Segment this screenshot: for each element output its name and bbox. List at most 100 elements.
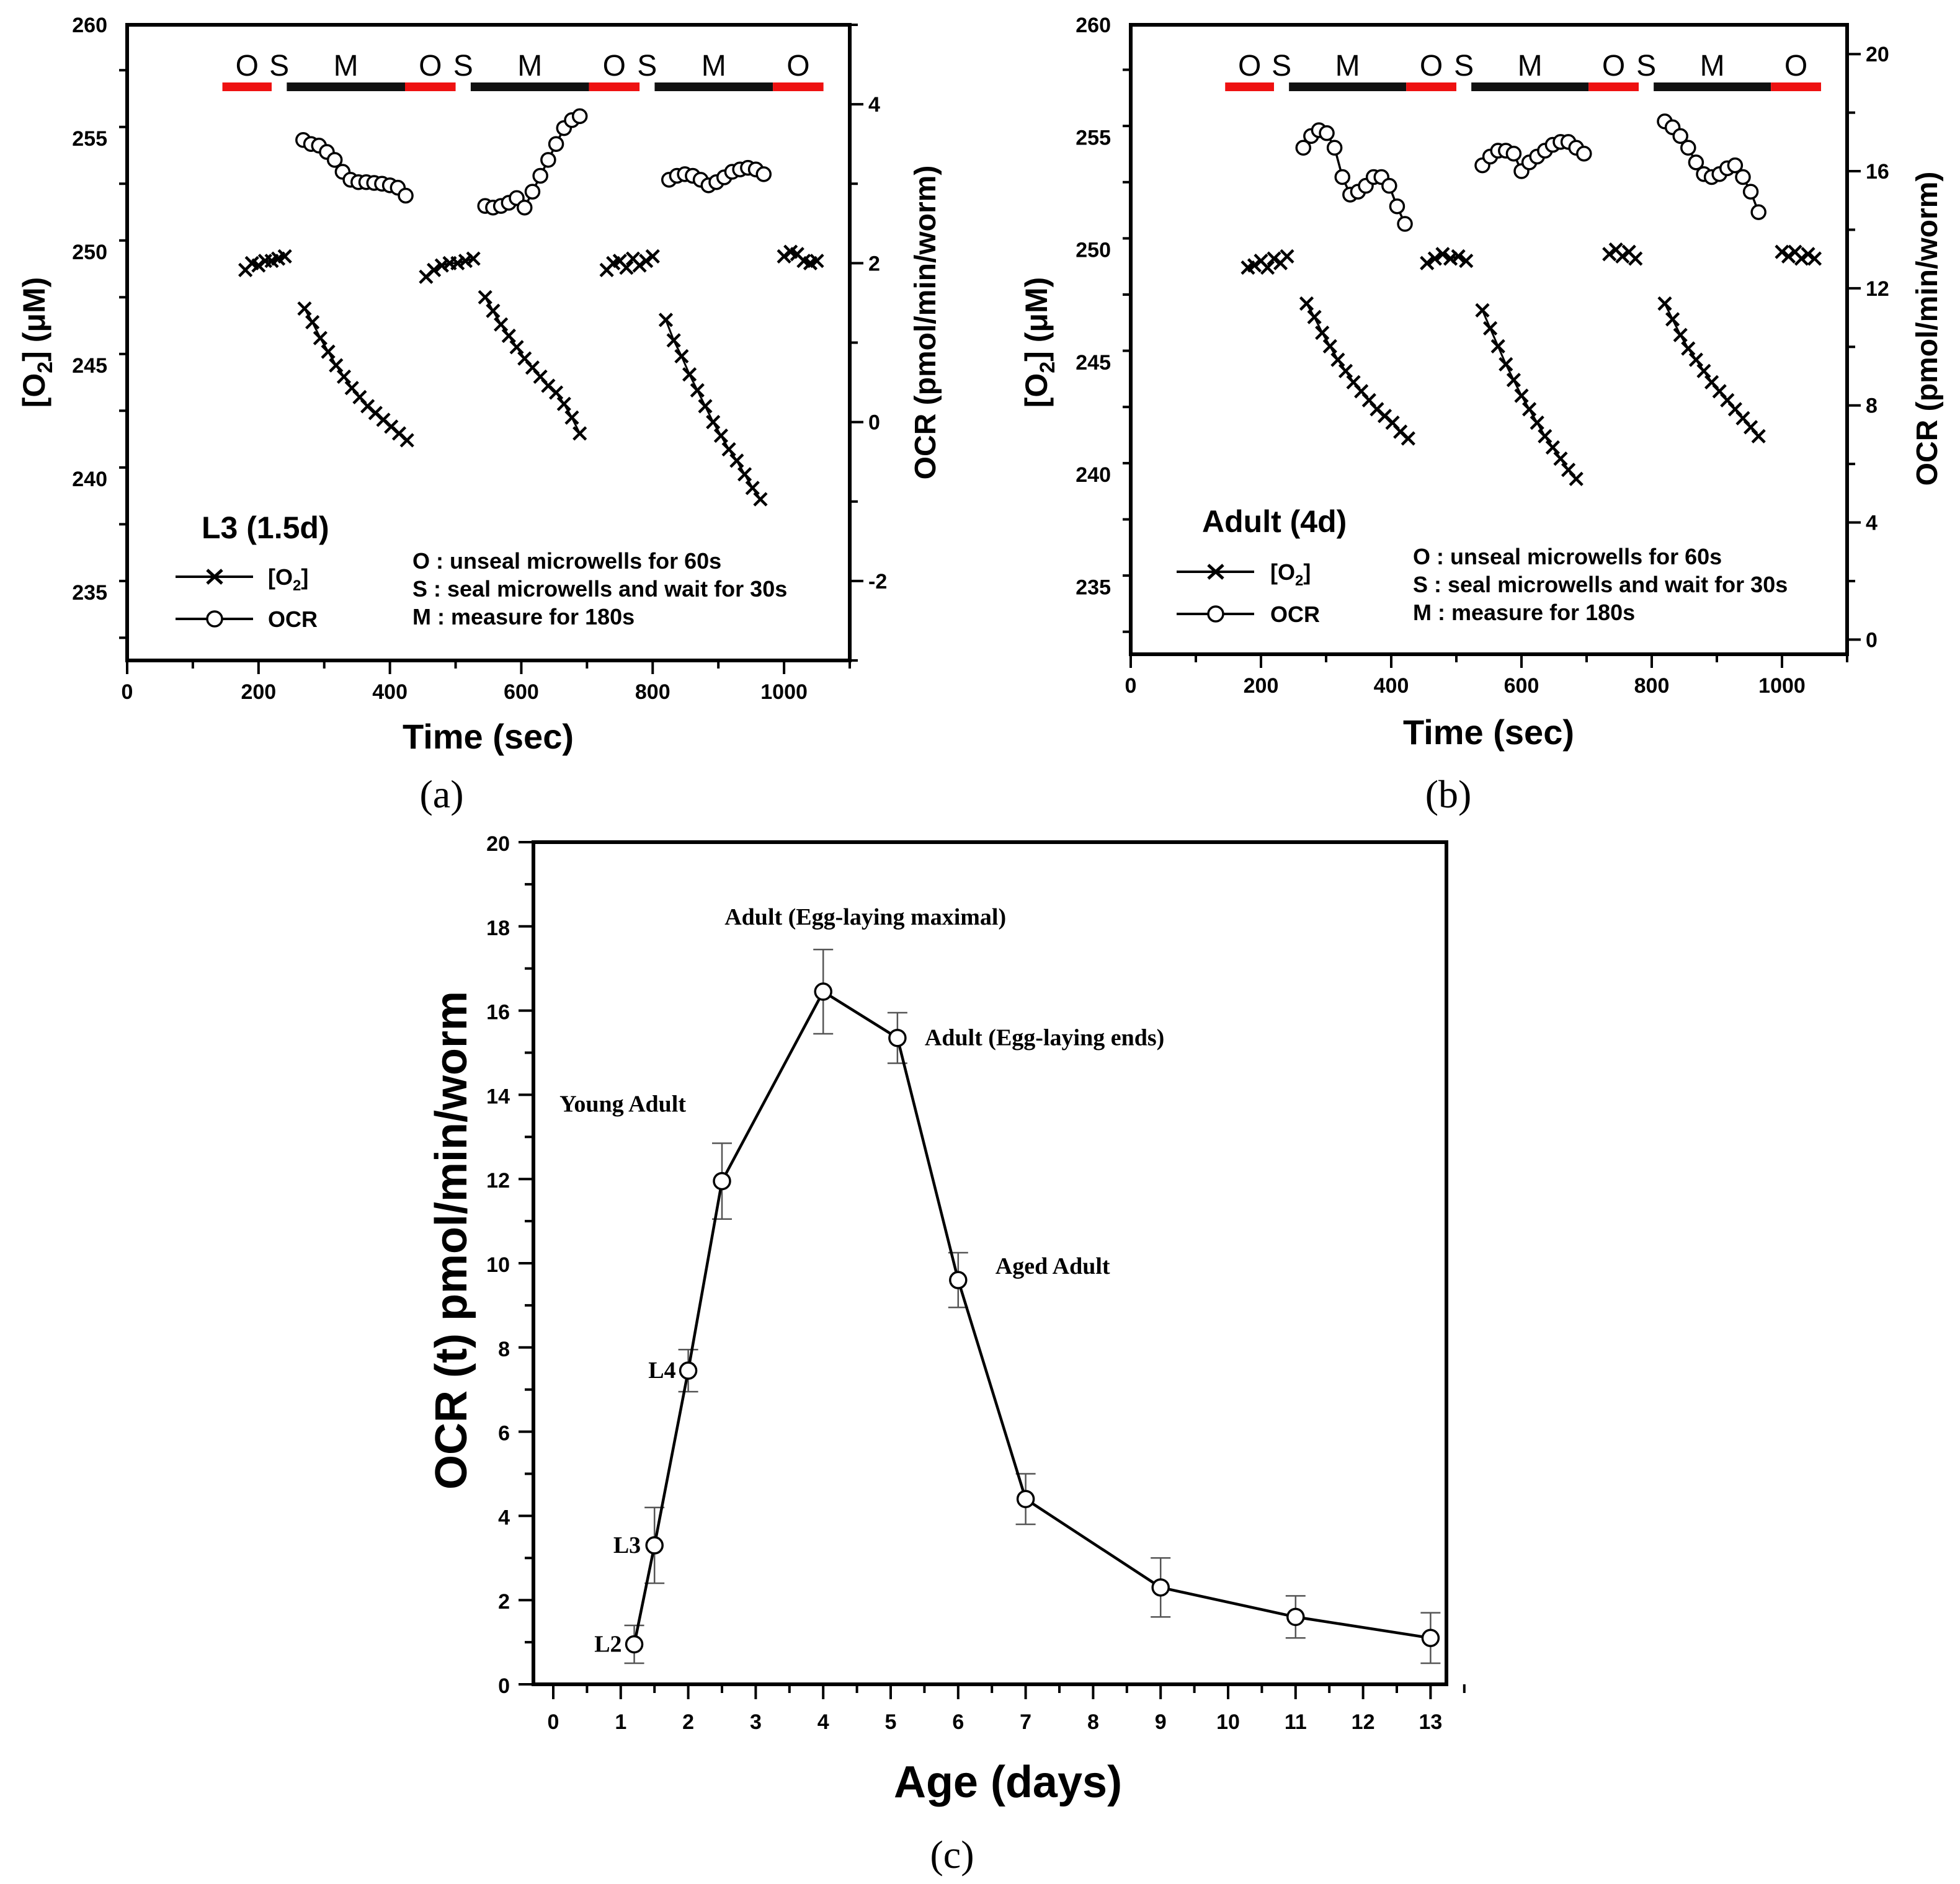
b-o2-point xyxy=(1514,388,1529,403)
b-o2-point xyxy=(1794,251,1809,266)
b-phase-segment-o xyxy=(1225,82,1274,91)
b-phase-label-s: S xyxy=(1636,50,1656,82)
b-o2-point xyxy=(1553,451,1568,466)
panel-c-ocr-point xyxy=(1016,1490,1035,1508)
a-ocr-point xyxy=(326,152,343,168)
a-x-tick-label: 0 xyxy=(122,680,133,704)
panel-c-x-tick-label: 9 xyxy=(1155,1710,1167,1734)
panel-c-x-tick-label: 13 xyxy=(1419,1710,1442,1734)
a-o2-point xyxy=(645,249,660,264)
panel-c-y-tick-label: 8 xyxy=(498,1338,510,1361)
a-o2-point xyxy=(556,396,571,411)
b-y-right-tick-label: 8 xyxy=(1866,394,1878,418)
panel-c-annotations: L2 L3 L4 Young Adult Adult (Egg-laying maxim… xyxy=(559,904,1164,1657)
a-y-left-tick-label: 260 xyxy=(72,14,107,37)
b-o2-point xyxy=(1538,429,1552,443)
b-o2-point xyxy=(1420,255,1435,270)
a-phase-segment-m xyxy=(470,82,589,91)
b-phase-label-m: M xyxy=(1518,50,1543,82)
a-o2-point xyxy=(427,262,442,277)
a-o2-point xyxy=(777,249,791,264)
panel-c-y-tick-label: 10 xyxy=(486,1253,510,1277)
a-o2-point xyxy=(745,481,760,495)
a-o2-point xyxy=(809,254,824,269)
a-y-left-tick-label: 235 xyxy=(72,581,107,605)
b-y-left-tick-label: 260 xyxy=(1076,14,1111,37)
panel-c-x-tick-label: 6 xyxy=(952,1710,964,1734)
b-ocr-point xyxy=(1397,216,1413,232)
a-o2-point xyxy=(564,410,579,425)
a-o2-point xyxy=(698,399,713,414)
b-o2-point xyxy=(1338,363,1353,378)
panel-a-legend-ocr-label: OCR xyxy=(268,607,318,632)
b-y-right-tick-label: 0 xyxy=(1866,628,1878,652)
panel-a-notes: O : unseal microwells for 60s S : seal m… xyxy=(412,548,787,629)
a-o2-point xyxy=(399,433,414,448)
panel-a-y-right-axis-label: OCR (pmol/min/worm) xyxy=(909,166,942,480)
a-y-left-tick-label: 245 xyxy=(72,354,107,378)
a-o2-point xyxy=(297,301,312,316)
a-y-left-tick-label: 240 xyxy=(72,468,107,491)
b-phase-segment-m xyxy=(1289,82,1407,91)
b-ocr-point xyxy=(1295,140,1311,156)
a-o2-point xyxy=(486,303,501,318)
b-phase-label-o: O xyxy=(1784,50,1807,82)
a-o2-point xyxy=(619,260,634,275)
a-o2-point xyxy=(674,349,689,364)
b-o2-point xyxy=(1602,247,1617,262)
panel-c-y-tick-label: 12 xyxy=(486,1169,510,1193)
a-o2-point xyxy=(336,369,352,384)
panel-a-note-m: M : measure for 180s xyxy=(412,604,635,629)
b-ocr-point xyxy=(1505,145,1522,162)
a-ocr-point xyxy=(398,187,414,204)
a-o2-point xyxy=(321,344,336,359)
panel-c-y-tick-label: 6 xyxy=(498,1422,510,1446)
panel-b-y-right-axis-label: OCR (pmol/min/worm) xyxy=(1911,172,1944,486)
b-o2-point xyxy=(1435,247,1450,262)
b-o2-point xyxy=(1673,327,1688,342)
b-ocr-point xyxy=(1576,145,1592,162)
a-y-right-tick-label: -2 xyxy=(868,570,887,593)
b-o2-point xyxy=(1322,339,1337,353)
a-x-tick-label: 800 xyxy=(635,680,670,704)
a-phase-label-o: O xyxy=(603,50,626,82)
b-o2-point xyxy=(1307,309,1322,324)
a-y-left-tick-label: 250 xyxy=(72,241,107,264)
b-o2-point xyxy=(1267,251,1281,266)
b-x-tick-label: 0 xyxy=(1125,674,1137,698)
a-o2-point xyxy=(666,333,681,348)
b-o2-point xyxy=(1483,321,1498,335)
b-y-right-tick-label: 12 xyxy=(1866,277,1889,301)
a-ocr-point xyxy=(517,199,533,216)
b-y-left-tick-label: 240 xyxy=(1076,463,1111,487)
b-ocr-point xyxy=(1735,169,1751,185)
panel-a-y-left-axis-label: [O2] (μM) xyxy=(17,277,57,408)
panel-a-legend-o2-marker xyxy=(206,569,223,585)
a-o2-point xyxy=(329,358,344,373)
b-phase-label-o: O xyxy=(1602,50,1625,82)
panel-c-x-tick-label: 12 xyxy=(1352,1710,1375,1734)
panel-a-note-o: O : unseal microwells for 60s xyxy=(412,548,721,574)
a-x-tick-label: 200 xyxy=(241,680,276,704)
panel-b-note-m: M : measure for 180s xyxy=(1413,600,1635,625)
a-phase-label-o: O xyxy=(786,50,809,82)
b-y-left-tick-label: 235 xyxy=(1076,575,1111,599)
b-o2-point xyxy=(1530,415,1544,430)
b-phase-segment-o xyxy=(1771,82,1821,91)
a-o2-point xyxy=(706,415,721,430)
b-o2-point xyxy=(1506,373,1521,388)
a-o2-point xyxy=(494,317,509,332)
b-o2-point xyxy=(1751,429,1766,443)
a-o2-point xyxy=(466,251,481,266)
b-o2-point xyxy=(1775,244,1789,259)
b-phase-segment-m xyxy=(1654,82,1771,91)
b-o2-point xyxy=(1490,339,1505,353)
panel-a-title: L3 (1.5d) xyxy=(202,510,329,545)
a-x-tick-label: 400 xyxy=(372,680,408,704)
b-o2-point xyxy=(1401,431,1415,446)
b-ocr-point xyxy=(1727,157,1744,174)
panel-c-ocr-point xyxy=(949,1271,968,1289)
b-ocr-point xyxy=(1750,204,1766,220)
panel-c-data xyxy=(624,948,1441,1664)
